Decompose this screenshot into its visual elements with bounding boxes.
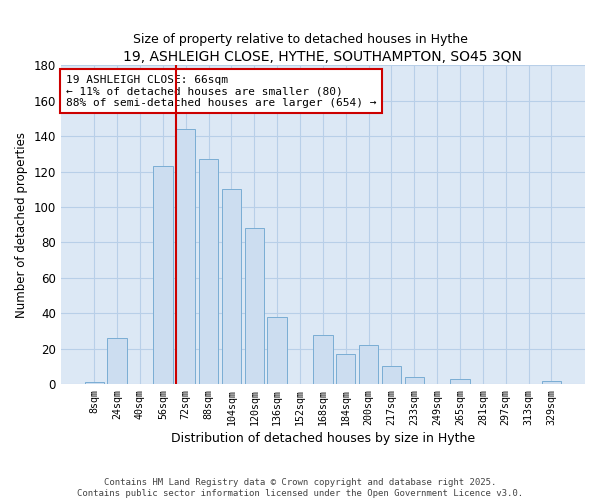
Bar (382, 366, 401, 384)
Bar (245, 228, 264, 384)
Text: Size of property relative to detached houses in Hythe: Size of property relative to detached ho… (133, 32, 467, 46)
Bar (404, 377, 424, 384)
Bar (336, 354, 355, 384)
Bar (85, 382, 104, 384)
Bar (542, 380, 561, 384)
Bar (176, 129, 196, 384)
Bar (268, 317, 287, 384)
Bar (451, 379, 470, 384)
Bar (153, 166, 173, 384)
Bar (359, 345, 379, 384)
Y-axis label: Number of detached properties: Number of detached properties (15, 132, 28, 318)
Bar (313, 334, 332, 384)
Title: 19, ASHLEIGH CLOSE, HYTHE, SOUTHAMPTON, SO45 3QN: 19, ASHLEIGH CLOSE, HYTHE, SOUTHAMPTON, … (124, 50, 523, 64)
Bar (222, 189, 241, 384)
Text: 19 ASHLEIGH CLOSE: 66sqm
← 11% of detached houses are smaller (80)
88% of semi-d: 19 ASHLEIGH CLOSE: 66sqm ← 11% of detach… (66, 74, 377, 108)
Bar (107, 338, 127, 384)
Bar (199, 159, 218, 384)
Text: Contains HM Land Registry data © Crown copyright and database right 2025.
Contai: Contains HM Land Registry data © Crown c… (77, 478, 523, 498)
X-axis label: Distribution of detached houses by size in Hythe: Distribution of detached houses by size … (171, 432, 475, 445)
